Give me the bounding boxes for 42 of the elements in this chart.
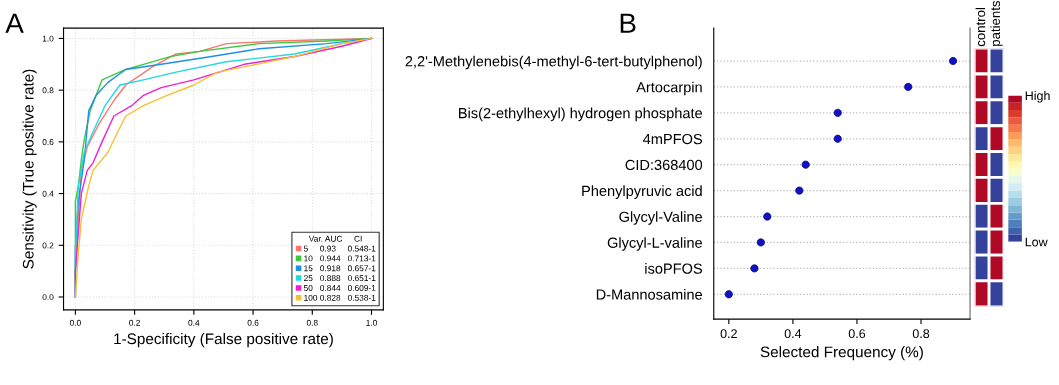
y-tick-label: 4mPFOS (643, 133, 702, 145)
legend-label: 15 0.918 0.657-1 (304, 265, 376, 272)
y-tick-label: Bis(2-ethylhexyl) hydrogen phosphate (459, 107, 703, 122)
x-tick-label: 0.0 (69, 319, 81, 326)
y-tick-label: Artocarpin (636, 81, 702, 96)
y-tick-label: Phenylpyruvic acid (582, 185, 702, 199)
x-axis-title: Selected Frequency (%) (760, 346, 923, 361)
legend-label: 25 0.888 0.651-1 (304, 275, 376, 282)
legend-title: Var. AUC CI (308, 235, 362, 242)
y-tick-label: Glycyl-Valine (619, 211, 703, 225)
y-axis-title: Sensitivity (True positive rate) (22, 69, 37, 269)
y-tick-label: D-Mannosamine (596, 289, 703, 300)
legend-label: 5 0.93 0.548-1 (303, 245, 376, 252)
x-tick-label: 0.4 (784, 329, 802, 339)
y-tick-label: 0.8 (42, 87, 54, 94)
x-tick-label: patients (990, 1, 1003, 46)
chart-title: A (5, 13, 24, 33)
legend-label: 100 0.828 0.538-1 (304, 294, 376, 301)
x-tick-label: 0.6 (848, 329, 866, 339)
x-axis-title: 1-Specificity (False positive rate) (114, 332, 333, 348)
color-bar-label: High (1025, 90, 1050, 103)
x-tick-label: control (975, 8, 986, 47)
y-tick-label: 0.0 (42, 294, 54, 301)
y-tick-label: 0.6 (42, 139, 54, 145)
color-bar-label: Low (1025, 237, 1048, 247)
y-tick-label: 0.4 (42, 190, 54, 197)
y-tick-label: 2,2'-Methylenebis(4-methyl-6-tert-butylphenol) (405, 55, 702, 70)
x-tick-label: 0.6 (247, 319, 259, 326)
x-tick-label: 0.8 (306, 319, 318, 326)
y-tick-label: Glycyl-L-valine (607, 237, 703, 251)
x-tick-label: 0.2 (129, 319, 140, 326)
x-tick-label: 0.2 (720, 329, 737, 339)
x-tick-label: 0.8 (912, 329, 930, 339)
legend-label: 10 0.944 0.713-1 (304, 255, 376, 262)
chart-title: B (620, 13, 636, 33)
y-tick-label: 1.0 (42, 35, 54, 42)
y-tick-label: isoPFOS (645, 263, 702, 274)
x-tick-label: 1.0 (366, 319, 377, 326)
y-tick-label: 0.2 (42, 242, 54, 249)
x-tick-label: 0.4 (188, 319, 200, 326)
y-tick-label: CID:368400 (625, 159, 703, 171)
legend-label: 50 0.844 0.609-1 (303, 285, 376, 291)
